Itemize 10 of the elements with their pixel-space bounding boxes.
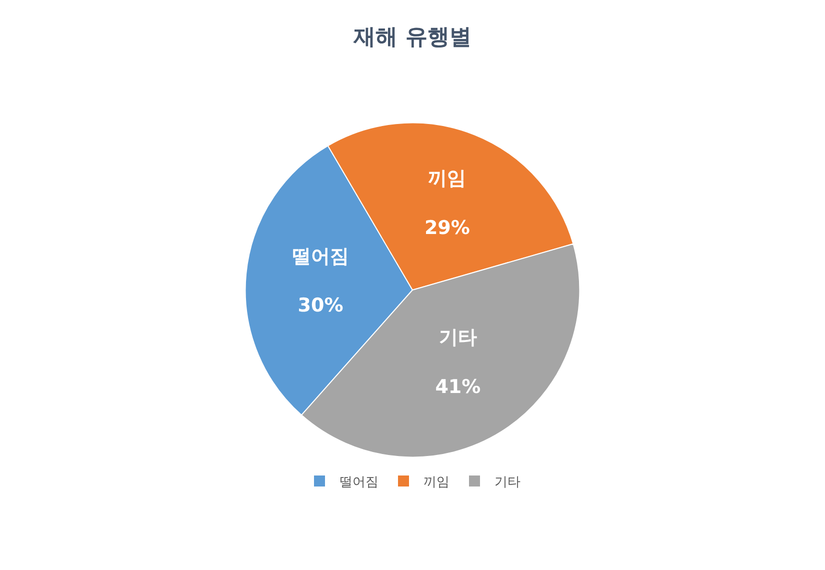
data-label: 30% bbox=[298, 294, 344, 317]
slice-label: 끼임 bbox=[428, 168, 466, 190]
data-label: 41% bbox=[435, 376, 481, 398]
slice-label: 기타 bbox=[438, 326, 477, 348]
legend-label: 끼임 bbox=[424, 475, 450, 490]
legend-label: 기타 bbox=[494, 475, 520, 490]
chart-title: 재해 유행별 bbox=[352, 24, 472, 50]
data-label: 29% bbox=[424, 216, 470, 239]
legend-label: 떨어짐 bbox=[340, 475, 378, 490]
slice-label: 떨어짐 bbox=[292, 245, 350, 268]
